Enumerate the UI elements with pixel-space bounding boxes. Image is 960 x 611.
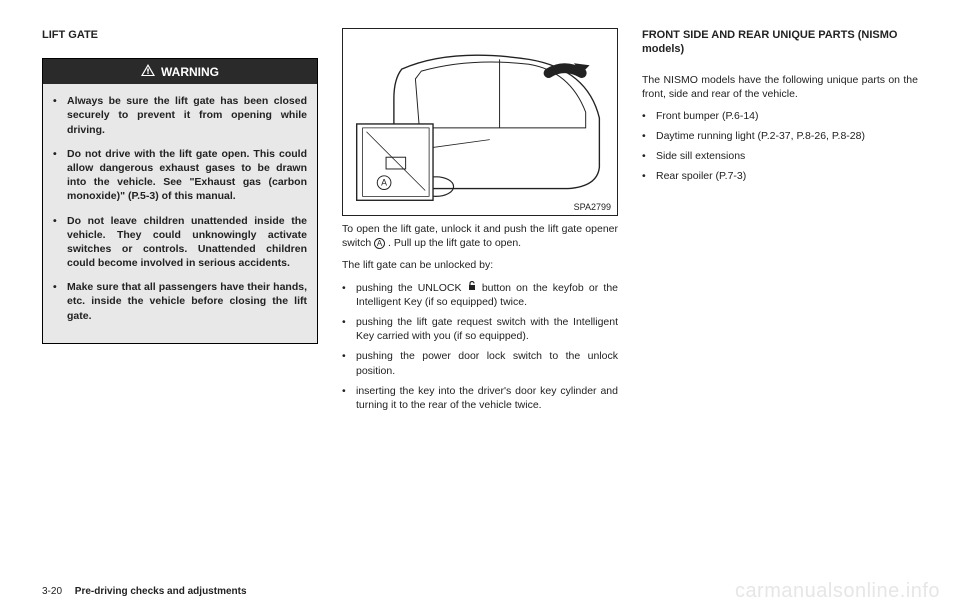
list-item: pushing the power door lock switch to th… [342,349,618,377]
lift-gate-heading: LIFT GATE [42,28,318,42]
warning-item: Always be sure the lift gate has been cl… [53,94,307,137]
callout-a-icon: A [374,238,385,249]
watermark: carmanualsonline.info [735,580,940,603]
nismo-intro: The NISMO models have the following uniq… [642,73,918,101]
warning-item: Do not leave children unattended inside … [53,214,307,271]
warning-box: WARNING Always be sure the lift gate has… [42,58,318,343]
warning-body: Always be sure the lift gate has been cl… [43,84,317,342]
unlock-intro-text: The lift gate can be unlocked by: [342,258,618,272]
list-item: Daytime running light (P.2-37, P.8-26, P… [642,129,918,143]
column-1: LIFT GATE WARNING Always be sure the lif… [42,28,318,548]
page-footer: 3-20 Pre-driving checks and adjustments [42,586,247,597]
nismo-heading: FRONT SIDE AND REAR UNIQUE PARTS (NISMO … [642,28,918,57]
column-2: A SPA2799 To open the lift gate, unlock … [342,28,618,548]
unlock-icon [467,281,477,295]
nismo-parts-list: Front bumper (P.6-14) Daytime running li… [642,109,918,184]
warning-item: Make sure that all passengers have their… [53,280,307,323]
list-item: Side sill extensions [642,149,918,163]
warning-header: WARNING [43,59,317,84]
column-3: FRONT SIDE AND REAR UNIQUE PARTS (NISMO … [642,28,918,548]
page-number: 3-20 [42,586,62,597]
text-fragment: pushing the UNLOCK [356,282,467,294]
list-item: Rear spoiler (P.7-3) [642,169,918,183]
lift-gate-illustration: A SPA2799 [342,28,618,216]
warning-triangle-icon [141,64,155,79]
list-item: inserting the key into the driver's door… [342,384,618,412]
list-item: pushing the lift gate request switch wit… [342,315,618,343]
page-columns: LIFT GATE WARNING Always be sure the lif… [42,28,918,548]
car-rear-icon: A [343,29,617,215]
footer-section-title: Pre-driving checks and adjustments [75,586,247,597]
unlock-methods-list: pushing the UNLOCK button on the keyfob … [342,281,618,413]
warning-list: Always be sure the lift gate has been cl… [53,94,307,322]
list-item: pushing the UNLOCK button on the keyfob … [342,281,618,309]
svg-text:A: A [381,178,387,188]
list-item: Front bumper (P.6-14) [642,109,918,123]
text-fragment: . Pull up the lift gate to open. [385,237,521,249]
warning-item: Do not drive with the lift gate open. Th… [53,147,307,204]
warning-label: WARNING [161,65,219,79]
open-lift-gate-text: To open the lift gate, unlock it and pus… [342,222,618,250]
illustration-code: SPA2799 [574,202,611,212]
